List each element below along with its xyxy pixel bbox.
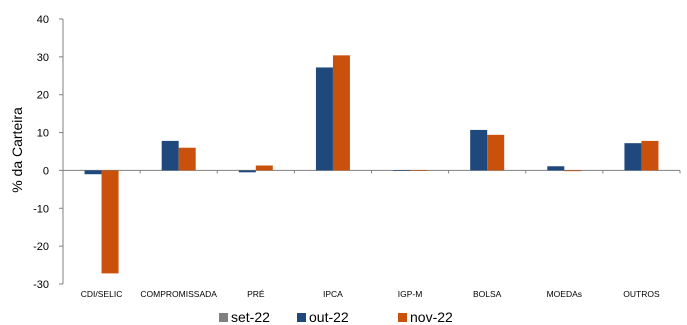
y-tick-label: 10 [37,128,49,140]
x-category-label: IGP-M [398,289,423,299]
bar-out-22-ipca [315,67,333,171]
bar-nov-22-igp-m [410,170,428,172]
bar-out-22-outros [624,143,642,171]
y-tick-label: 0 [43,165,49,177]
x-category-label: PRÉ [247,289,265,299]
x-category-label: IPCA [323,289,343,299]
bar-nov-22-ipca [332,55,350,171]
bar-nov-22-outros [641,140,659,171]
bar-out-22-moedas [547,166,565,171]
bar-out-22-cdi-selic [84,170,102,175]
x-category-label: MOEDAs [547,289,582,299]
y-tick-label: 40 [37,14,49,26]
bar-out-22-pr- [238,170,256,173]
y-axis-title: % da Carteira [9,107,25,193]
bar-out-22-igp-m [393,170,411,172]
x-category-label: COMPROMISSADA [140,289,217,299]
x-category-label: CDI/SELIC [81,289,123,299]
y-tick-label: -10 [33,203,49,215]
bar-nov-22-bolsa [487,134,505,171]
plot-area: -30 -20 -10 0 10 20 30 40 CDI/SELIC COMPROMISSADA… [33,14,681,299]
bar-nov-22-moedas [564,170,582,172]
legend-swatch-set-22 [219,313,228,322]
y-tick-label: -30 [33,279,49,291]
y-tick-label: 20 [37,90,49,102]
bar-nov-22-cdi-selic [101,170,119,274]
legend: set-22 out-22 nov-22 [219,309,453,325]
x-category-label: BOLSA [473,289,502,299]
legend-label-set-22: set-22 [231,309,270,325]
legend-label-nov-22: nov-22 [410,309,453,325]
bar-out-22-bolsa [470,129,488,171]
legend-label-out-22: out-22 [309,309,349,325]
x-category-label: OUTROS [623,289,660,299]
bar-nov-22-pr- [255,165,273,171]
y-tick-label: 30 [37,52,49,64]
bar-out-22-compromissada [161,140,179,171]
legend-swatch-nov-22 [398,313,407,322]
bar-nov-22-compromissada [178,147,196,171]
y-tick-label: -20 [33,241,49,253]
legend-swatch-out-22 [297,313,306,322]
